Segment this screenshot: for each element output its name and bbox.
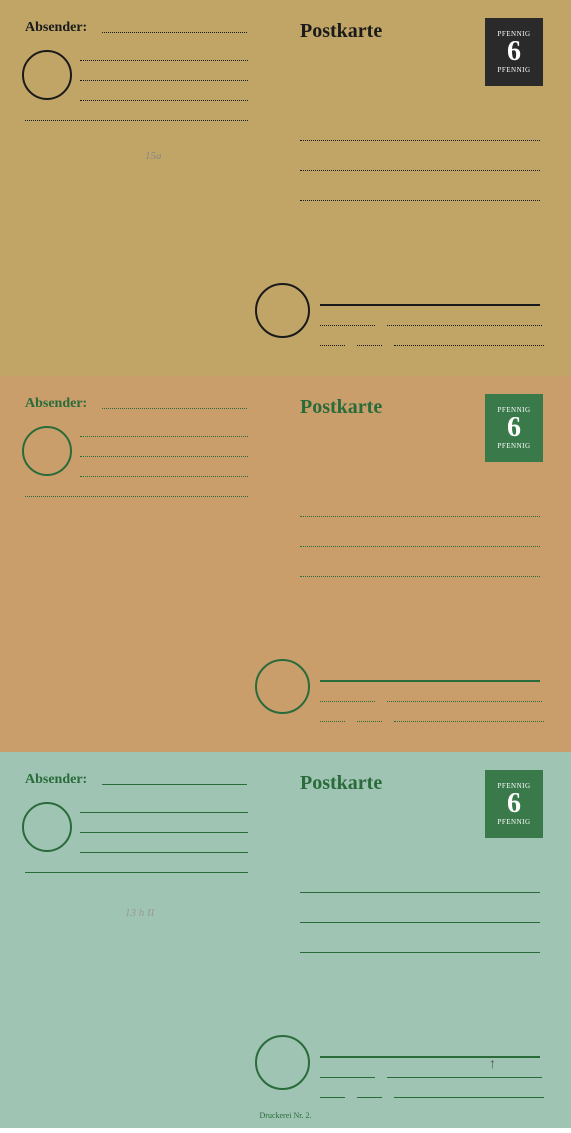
stamp-value: 6 bbox=[507, 38, 521, 66]
postcard-2: Absender: Postkarte PFENNIG 6 PFENNIG bbox=[0, 376, 571, 752]
addr-line bbox=[300, 200, 540, 201]
postkarte-label: Postkarte bbox=[300, 20, 382, 43]
addr-solid-line bbox=[320, 304, 540, 306]
sender-circle bbox=[22, 50, 72, 100]
stamp-value: 6 bbox=[507, 414, 521, 442]
sender-line bbox=[80, 832, 248, 833]
bottom-dashes bbox=[320, 689, 542, 707]
addr-line bbox=[300, 546, 540, 547]
sender-dotted-line bbox=[80, 80, 248, 81]
bottom-dashes bbox=[320, 709, 544, 727]
sender-line bbox=[25, 872, 248, 873]
stamp-value: 6 bbox=[507, 790, 521, 818]
addr-line bbox=[300, 576, 540, 577]
stamp-text-bottom: PFENNIG bbox=[497, 442, 530, 450]
sender-dotted-line bbox=[80, 456, 248, 457]
sender-dotted-line bbox=[25, 496, 248, 497]
addr-line bbox=[300, 892, 540, 893]
catalog-annotation: 15a bbox=[145, 150, 162, 162]
absender-label: Absender: bbox=[25, 20, 87, 36]
postcard-1: Absender: Postkarte 15a PFENNIG 6 PFENNI… bbox=[0, 0, 571, 376]
postkarte-label: Postkarte bbox=[300, 772, 382, 795]
sender-line bbox=[102, 784, 247, 785]
bottom-dashes bbox=[320, 1065, 542, 1083]
addr-line bbox=[300, 952, 540, 953]
bottom-circle bbox=[255, 659, 310, 714]
druckerei-label: Druckerei Nr. 2. bbox=[260, 1111, 312, 1120]
addr-line bbox=[300, 516, 540, 517]
sender-dotted-line bbox=[25, 120, 248, 121]
stamp-box: PFENNIG 6 PFENNIG bbox=[485, 770, 543, 838]
bottom-circle bbox=[255, 283, 310, 338]
addr-line bbox=[300, 922, 540, 923]
sender-dotted-line bbox=[80, 100, 248, 101]
sender-dotted-line bbox=[80, 476, 248, 477]
bottom-dashes bbox=[320, 1085, 544, 1103]
postcard-3: Absender: Postkarte 13 h II PFENNIG 6 PF… bbox=[0, 752, 571, 1128]
addr-line bbox=[300, 140, 540, 141]
stamp-text-bottom: PFENNIG bbox=[497, 66, 530, 74]
stamp: PFENNIG 6 PFENNIG bbox=[485, 394, 543, 462]
sender-line bbox=[80, 852, 248, 853]
absender-label: Absender: bbox=[25, 396, 87, 412]
sender-circle bbox=[22, 426, 72, 476]
stamp-box: PFENNIG 6 PFENNIG bbox=[485, 394, 543, 462]
sender-circle bbox=[22, 802, 72, 852]
absender-label: Absender: bbox=[25, 772, 87, 788]
sender-line bbox=[102, 408, 247, 409]
catalog-annotation: 13 h II bbox=[125, 907, 154, 919]
addr-solid-line bbox=[320, 1056, 540, 1058]
addr-solid-line bbox=[320, 680, 540, 682]
stamp-box: PFENNIG 6 PFENNIG bbox=[485, 18, 543, 86]
sender-line bbox=[102, 32, 247, 33]
bottom-dashes bbox=[320, 333, 544, 351]
stamp: PFENNIG 6 PFENNIG bbox=[485, 770, 543, 838]
sender-dotted-line bbox=[80, 60, 248, 61]
bottom-dashes bbox=[320, 313, 542, 331]
sender-line bbox=[80, 812, 248, 813]
sender-dotted-line bbox=[80, 436, 248, 437]
addr-line bbox=[300, 170, 540, 171]
stamp-text-bottom: PFENNIG bbox=[497, 818, 530, 826]
postkarte-label: Postkarte bbox=[300, 396, 382, 419]
stamp: PFENNIG 6 PFENNIG bbox=[485, 18, 543, 86]
bottom-circle bbox=[255, 1035, 310, 1090]
